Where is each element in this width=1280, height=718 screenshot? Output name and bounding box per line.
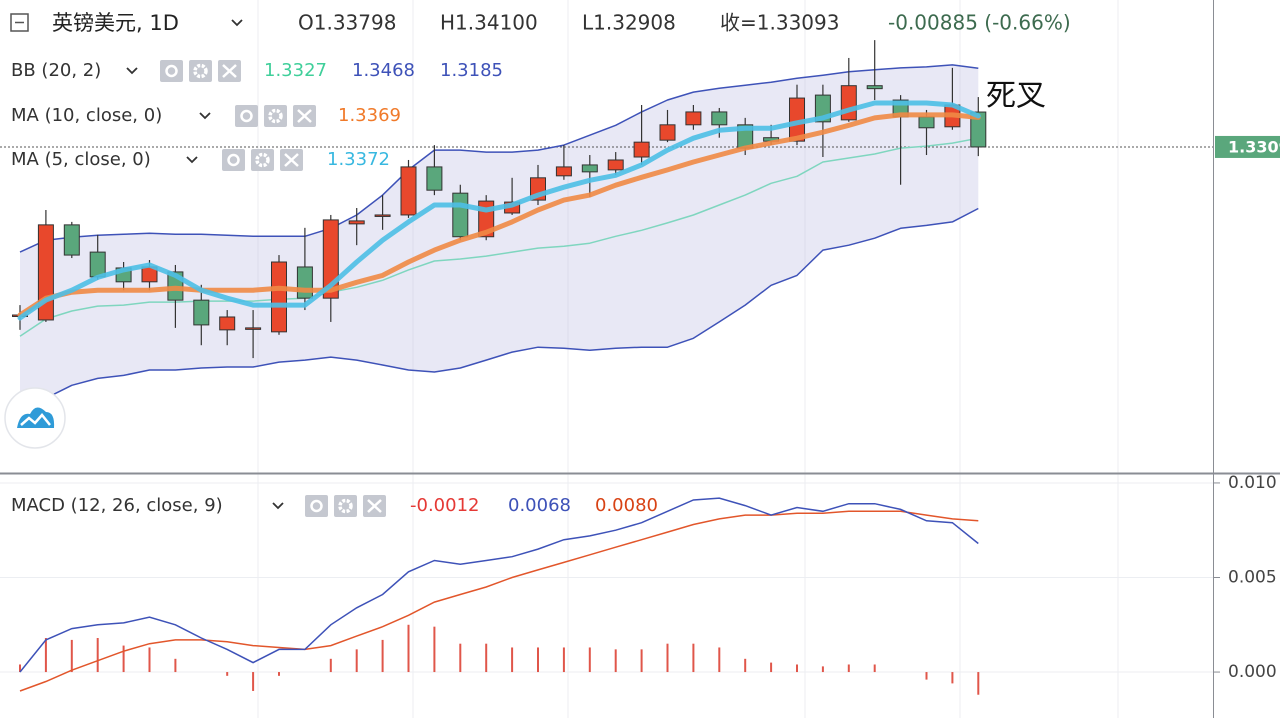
close-glyph: [222, 64, 237, 78]
legend-gear-button[interactable]: [251, 149, 274, 171]
header-open: O1.33798: [298, 11, 396, 35]
last-price-badge: [1215, 135, 1280, 158]
candle-body: [633, 141, 650, 158]
legend-eye-button[interactable]: [305, 495, 328, 517]
indicator-line: [19, 137, 979, 337]
candle-body: [426, 166, 443, 191]
candle-body: [400, 166, 417, 216]
y-tick-label: 0.000: [1228, 662, 1277, 682]
indicator-value: -0.0012: [410, 495, 479, 516]
moving-average: [17, 100, 981, 321]
legend-chevron[interactable]: [126, 67, 138, 75]
eye-glyph: [240, 109, 253, 123]
candle-body: [840, 85, 857, 121]
gear-glyph: [193, 63, 208, 79]
legend-gear-button[interactable]: [334, 495, 357, 517]
indicator-value: 1.3372: [327, 149, 390, 170]
candle-body: [193, 299, 210, 326]
indicator-value: 0.0068: [508, 495, 571, 516]
candle-body: [245, 327, 262, 330]
indicator-name: MA (5, close, 0): [11, 149, 151, 170]
collapse-icon[interactable]: [10, 13, 29, 32]
legend-eye-button[interactable]: [160, 60, 183, 82]
candle-body: [452, 192, 469, 238]
indicator-value: 1.3369: [338, 105, 401, 126]
legend-gear-button[interactable]: [189, 60, 212, 82]
candle-body: [374, 214, 391, 217]
candle-body: [659, 124, 676, 141]
eye-glyph: [227, 153, 240, 167]
candle-body: [219, 316, 236, 331]
indicator-name: MA (10, close, 0): [11, 105, 162, 126]
candle-body: [296, 266, 313, 299]
header-low: L1.32908: [582, 11, 676, 35]
legend-layer: 英镑美元, 1D O1.33798 H1.34100 L1.32908 收=1.…: [4, 11, 1071, 517]
candle-body: [866, 85, 883, 90]
candle-body: [271, 261, 287, 333]
macd-pane: [0, 482, 1213, 695]
y-tick-label: 0.005: [1228, 567, 1277, 587]
last-price-label: 1.33093: [1228, 137, 1280, 156]
legend-chevron[interactable]: [199, 112, 211, 120]
indicator-name: BB (20, 2): [11, 60, 101, 81]
legend-gear-button[interactable]: [264, 105, 287, 127]
indicator-line: [19, 207, 979, 421]
candle-body: [581, 164, 598, 173]
legend-eye-button[interactable]: [222, 149, 245, 171]
close-glyph: [297, 109, 312, 123]
header-change: -0.00885 (-0.66%): [888, 11, 1071, 35]
legend-eye-button[interactable]: [235, 105, 258, 127]
indicator-value: 1.3185: [440, 60, 503, 81]
candle-body: [970, 111, 987, 148]
candle-body: [89, 251, 106, 278]
candle-body: [63, 224, 80, 256]
legend-chevron[interactable]: [272, 502, 284, 510]
symbol-title: 英镑美元, 1D: [52, 11, 179, 35]
indicator-name: MACD (12, 26, close, 9): [11, 495, 223, 516]
macd-line: [19, 510, 979, 692]
close-glyph: [367, 499, 382, 513]
eye-glyph: [165, 64, 178, 78]
logo-line: [20, 413, 51, 426]
price-pane: [0, 40, 1213, 421]
indicator-line: [19, 64, 979, 253]
y-tick-label: 0.010: [1228, 473, 1277, 493]
macd-line: [19, 497, 979, 673]
candle-body: [685, 111, 702, 126]
candle-body: [348, 220, 365, 225]
indicator-value: 1.3327: [264, 60, 327, 81]
candle-body: [711, 111, 728, 126]
axis-layer: 1.33093 0.010 0.005 0.000: [1213, 135, 1280, 682]
bollinger-fill: [20, 64, 979, 421]
eye-glyph: [310, 499, 323, 513]
chevron[interactable]: [231, 19, 243, 27]
candle-body: [607, 159, 624, 171]
header-close: 收=1.33093: [720, 11, 839, 35]
logo-cloud: [17, 407, 55, 428]
gear-glyph: [268, 108, 283, 124]
legend-chevron[interactable]: [186, 156, 198, 164]
indicator-value: 1.3468: [352, 60, 415, 81]
annotation: 死叉: [986, 79, 1046, 114]
gear-glyph: [338, 498, 353, 514]
close-glyph: [284, 153, 299, 167]
header-high: H1.34100: [440, 11, 538, 35]
candle-body: [555, 166, 572, 177]
indicator-value: 0.0080: [595, 495, 658, 516]
moving-average: [17, 112, 981, 318]
candle-body: [918, 116, 935, 129]
gear-glyph: [255, 152, 270, 168]
